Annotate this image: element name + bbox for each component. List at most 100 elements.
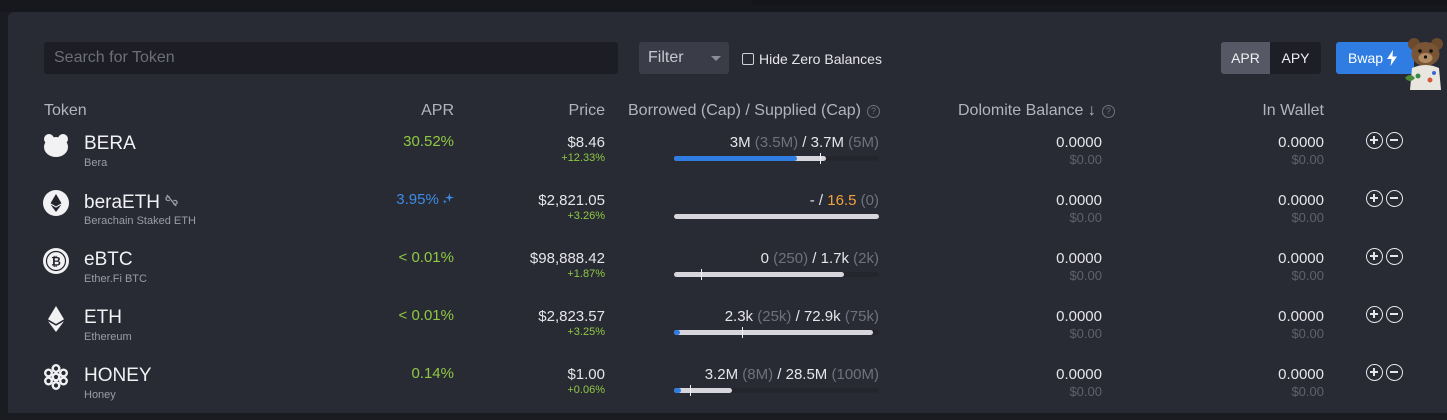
borrowed-supplied-values: 2.3k (25k) / 72.9k (75k) [724,308,879,325]
deposit-plus-icon[interactable] [1366,190,1383,207]
price-change: +3.25% [567,326,605,338]
table-row[interactable]: ₿ eBTC Ether.Fi BTC < 0.01% $98,888.42 +1.87%… [0,246,1447,304]
table-row[interactable]: HONEY Honey 0.14% $1.00 +0.06% 3.2M (8M) / 28… [0,362,1447,420]
deposit-plus-icon[interactable] [1366,364,1383,381]
filter-label: Filter [648,49,684,66]
hide-zero-label: Hide Zero Balances [759,51,882,67]
borrow-cap: (250) [773,250,809,267]
bwap-label: Bwap [1348,50,1384,66]
honeycomb-icon [43,364,69,391]
token-symbol-text: HONEY [84,365,152,386]
apr-toggle-button[interactable]: APR [1221,42,1270,74]
help-icon[interactable]: ? [1101,105,1115,118]
utilization-bar [674,327,879,338]
column-header-price[interactable]: Price [568,102,605,119]
column-header-borrowed-supplied[interactable]: Borrowed (Cap) / Supplied (Cap)? [628,102,880,120]
deposit-plus-icon[interactable] [1366,248,1383,265]
deposit-plus-icon[interactable] [1366,306,1383,323]
withdraw-minus-icon[interactable] [1386,132,1403,149]
wallet-balance-usd: $0.00 [1291,384,1324,399]
deposit-plus-icon[interactable] [1366,132,1383,149]
hide-zero-checkbox[interactable] [742,53,754,65]
ethereum-icon [43,190,69,216]
withdraw-minus-icon[interactable] [1386,364,1403,381]
chevron-down-icon [711,56,721,61]
supply-fill [674,388,732,393]
borrow-fill [674,388,681,393]
withdraw-minus-icon[interactable] [1386,248,1403,265]
borrow-fill [674,330,680,335]
wallet-balance-usd: $0.00 [1291,210,1324,225]
price-value: $98,888.42 [529,250,605,267]
bear-mascot-icon[interactable] [1404,32,1447,90]
sort-arrow-icon: ↓ [1087,102,1096,119]
search-input[interactable] [44,42,618,74]
apr-text: 3.95% [396,191,439,208]
svg-text:₿: ₿ [51,255,61,269]
borrowed-amount: 2.3k [724,308,754,325]
token-symbol-text: beraETH [84,192,161,213]
borrowed-supplied-values: 3.2M (8M) / 28.5M (100M) [704,366,879,383]
sparkle-icon [442,191,454,208]
borrowed-supplied-values: - / 16.5 (0) [809,192,879,209]
borrow-cap-marker [690,385,691,396]
column-header-token[interactable]: Token [44,102,87,119]
price-change: +3.26% [567,210,605,222]
bwap-button[interactable]: Bwap [1336,42,1414,74]
apr-text: 30.52% [403,133,454,150]
apr-text: 0.14% [411,365,454,382]
apr-value: < 0.01% [399,307,454,324]
apr-text: < 0.01% [398,249,454,266]
apr-value: < 0.01% [399,249,454,266]
borrowed-amount: 3M [729,134,751,151]
wallet-balance: 0.0000 [1278,366,1324,383]
filter-dropdown[interactable]: Filter [639,42,729,74]
hide-zero-balances-toggle[interactable]: Hide Zero Balances [742,51,882,67]
borrowed-supplied-values: 0 (250) / 1.7k (2k) [760,250,879,267]
bera-bear-icon [43,132,69,158]
dolomite-balance: 0.0000 [1056,366,1102,383]
bitcoin-icon: ₿ [43,248,69,274]
row-actions [1366,190,1403,207]
withdraw-minus-icon[interactable] [1386,306,1403,323]
supplied-amount: 72.9k [803,308,841,325]
table-row[interactable]: beraETH Berachain Staked ETH 3.95% $2,821… [0,188,1447,246]
table-row[interactable]: BERA Bera 30.52% $8.46 +12.33% 3M (3.5M) / 3.… [0,130,1447,188]
token-name: Berachain Staked ETH [84,215,196,227]
column-header-in-wallet[interactable]: In Wallet [1262,102,1324,119]
wallet-balance-usd: $0.00 [1291,268,1324,283]
column-header-dolomite-balance[interactable]: Dolomite Balance ↓? [958,102,1115,120]
utilization-bar [674,385,879,396]
top-strip [0,0,1447,12]
column-header-apr[interactable]: APR [421,102,454,119]
wallet-balance: 0.0000 [1278,308,1324,325]
price-value: $2,821.05 [538,192,605,209]
help-icon[interactable]: ? [867,105,880,118]
token-symbol: BERA [84,133,136,155]
supply-cap: (100M) [831,366,879,383]
borrow-fill [674,156,797,161]
supplied-amount: 1.7k [820,250,849,267]
supply-fill [674,272,844,277]
borrow-cap: (8M) [742,366,774,383]
row-actions [1366,132,1403,149]
supply-fill [674,214,879,219]
supply-cap: (75k) [844,308,879,325]
withdraw-minus-icon[interactable] [1386,190,1403,207]
supplied-amount: 16.5 [827,192,857,209]
row-actions [1366,306,1403,323]
dolomite-balance-usd: $0.00 [1069,268,1102,283]
token-symbol-text: eBTC [84,249,133,270]
supplied-amount: 3.7M [810,134,844,151]
price-change: +0.06% [567,384,605,396]
lightning-icon [1387,50,1398,66]
apr-value: 0.14% [411,365,454,382]
dolomite-balance: 0.0000 [1056,192,1102,209]
dolomite-balance-label: Dolomite Balance [958,102,1084,119]
supply-cap: (5M) [848,134,879,151]
borrowed-amount: 0 [760,250,769,267]
wallet-balance-usd: $0.00 [1291,152,1324,167]
borrow-cap: (25k) [757,308,792,325]
apy-toggle-button[interactable]: APY [1270,42,1321,74]
table-row[interactable]: ETH Ethereum < 0.01% $2,823.57 +3.25% 2.3k (2… [0,304,1447,362]
